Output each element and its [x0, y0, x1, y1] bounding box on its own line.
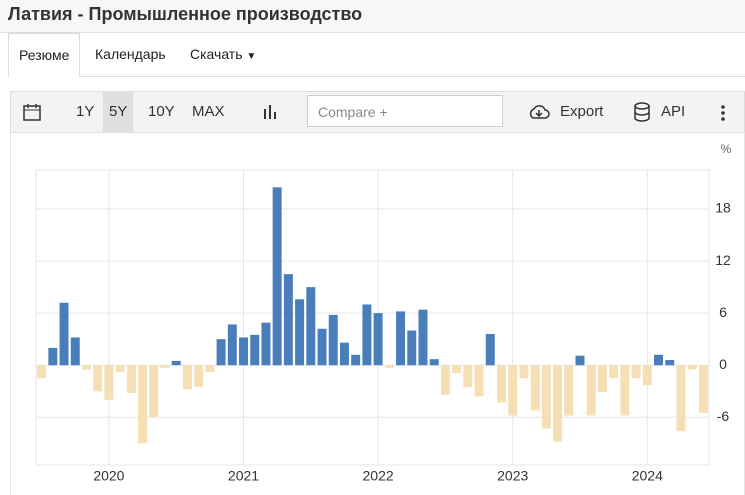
bar: [586, 365, 596, 416]
bar: [463, 365, 473, 387]
bar: [160, 365, 170, 368]
bar: [508, 365, 518, 416]
x-tick-label: 2022: [363, 468, 394, 484]
plot-frame: [35, 169, 710, 466]
bar: [81, 365, 91, 370]
api-button[interactable]: API: [661, 103, 686, 120]
bar: [295, 299, 305, 366]
chart: % -6 0 6 12 18 2020 2021 2022 2023 2024: [35, 142, 732, 484]
bar: [654, 354, 664, 366]
bar: [530, 365, 540, 411]
bar: [149, 365, 159, 418]
range-button[interactable]: 5Y: [103, 92, 134, 132]
bar: [104, 365, 114, 400]
bar: [272, 187, 282, 366]
tab[interactable]: Резюме: [8, 33, 81, 78]
bar: [665, 360, 675, 366]
bar: [328, 314, 338, 366]
bar: [485, 333, 495, 366]
range-button[interactable]: MAX: [192, 103, 225, 120]
bar: [440, 365, 450, 395]
y-tick-label: 0: [719, 356, 727, 372]
bar: [553, 365, 563, 442]
tab-label: Скачать: [190, 46, 243, 62]
bar: [239, 337, 248, 366]
bar: [351, 354, 361, 366]
x-tick-label: 2021: [228, 468, 259, 484]
bar: [138, 365, 148, 444]
y-tick-label: -6: [717, 408, 730, 424]
range-button[interactable]: 1Y: [76, 103, 95, 120]
bar: [250, 334, 260, 366]
bar: [418, 309, 428, 366]
bar: [564, 365, 574, 416]
export-button[interactable]: Export: [560, 103, 604, 120]
x-tick-label: 2020: [93, 468, 124, 484]
page-title: Латвия - Промышленное производство: [8, 4, 363, 24]
bar: [396, 311, 406, 366]
bar: [306, 287, 316, 366]
title-bar: Латвия - Промышленное производство: [0, 0, 745, 33]
bar: [126, 365, 136, 393]
bar: [373, 313, 383, 366]
calendar-icon[interactable]: [23, 103, 41, 121]
tab[interactable]: Календарь: [95, 46, 166, 62]
compare-input[interactable]: Compare +: [307, 95, 503, 127]
x-tick-label: 2023: [497, 468, 528, 484]
bar: [283, 274, 293, 366]
bar: [59, 302, 69, 366]
bar: [631, 365, 641, 379]
x-tick-label: 2024: [632, 468, 663, 484]
tabs: Резюме Календарь Скачать ▼: [8, 33, 745, 78]
bar: [115, 365, 125, 373]
bar: [698, 365, 708, 413]
bar: [452, 365, 462, 374]
unit-label: %: [721, 142, 732, 156]
bar: [609, 365, 619, 379]
range-button[interactable]: 10Y: [148, 103, 175, 120]
more-menu[interactable]: [719, 104, 727, 122]
bar: [93, 365, 103, 392]
bar: [497, 365, 506, 403]
bar: [317, 328, 327, 366]
bar: [261, 322, 271, 366]
y-tick-label: 12: [715, 252, 731, 268]
bar: [194, 365, 204, 387]
api-icon[interactable]: [633, 102, 651, 122]
bar: [171, 360, 181, 366]
bar: [676, 365, 686, 432]
bar: [48, 347, 58, 366]
bar: [182, 365, 192, 390]
bar: [37, 365, 47, 379]
bar: [541, 365, 551, 429]
bar: [216, 339, 226, 366]
bar: [70, 337, 80, 366]
bar: [362, 304, 372, 366]
bar: [597, 365, 607, 393]
bar: [227, 324, 237, 366]
chart-type-icon[interactable]: [262, 103, 278, 121]
chart-container: % -6 0 6 12 18 2020 2021 2022 2023 2024: [10, 132, 745, 495]
bar: [407, 330, 417, 366]
y-tick-label: 6: [719, 304, 727, 320]
bar: [575, 355, 585, 366]
bar: [620, 365, 630, 416]
bar: [474, 365, 484, 397]
bar: [429, 359, 439, 366]
toolbar: 1Y 5Y 10Y MAX Compare + Export API: [10, 91, 745, 133]
export-icon[interactable]: [527, 103, 551, 121]
bar: [384, 365, 394, 368]
bar: [642, 365, 652, 386]
y-tick-label: 18: [715, 200, 731, 216]
bar: [205, 365, 215, 373]
bar: [339, 342, 349, 366]
bar: [687, 365, 697, 370]
tab[interactable]: Скачать ▼: [190, 46, 257, 62]
bar: [519, 365, 529, 379]
